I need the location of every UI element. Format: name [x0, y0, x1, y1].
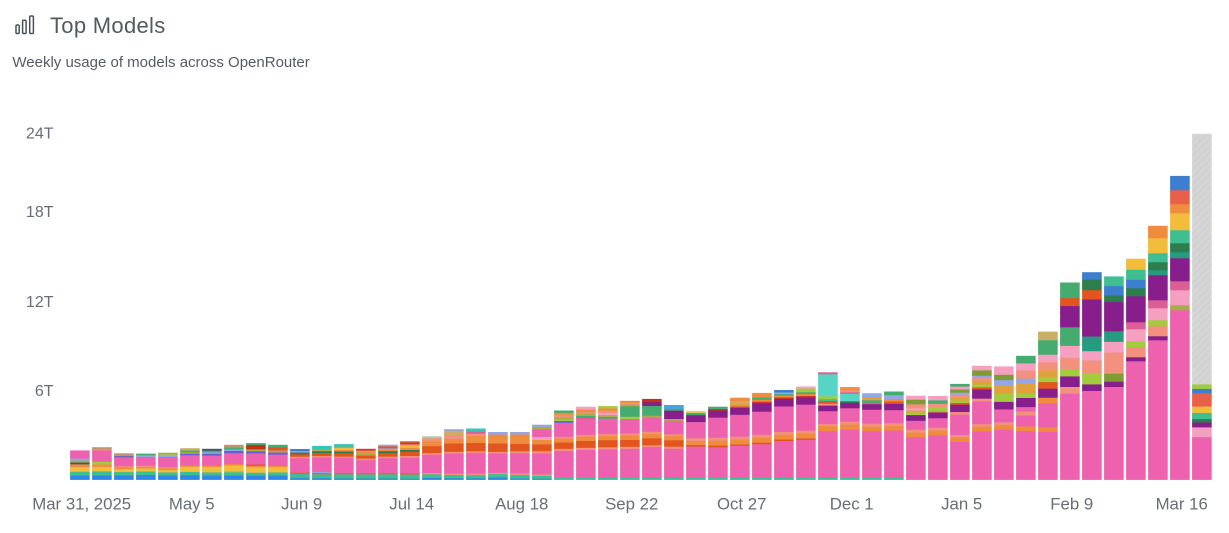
svg-text:Aug 18: Aug 18 [495, 494, 548, 513]
svg-text:Oct 27: Oct 27 [717, 494, 766, 513]
svg-text:Sep 22: Sep 22 [605, 494, 658, 513]
svg-text:Feb 9: Feb 9 [1050, 494, 1093, 513]
svg-text:18T: 18T [26, 204, 54, 221]
svg-text:12T: 12T [26, 294, 54, 311]
svg-text:Dec 1: Dec 1 [830, 494, 874, 513]
svg-text:Jan 5: Jan 5 [941, 494, 982, 513]
svg-text:Jul 14: Jul 14 [389, 494, 434, 513]
svg-text:Top Models: Top Models [50, 13, 166, 38]
svg-text:Jun 9: Jun 9 [281, 494, 322, 513]
svg-text:24T: 24T [26, 126, 54, 143]
svg-text:Weekly usage of models across: Weekly usage of models across OpenRouter [12, 54, 309, 71]
svg-text:May 5: May 5 [169, 494, 215, 513]
svg-text:6T: 6T [35, 383, 54, 400]
svg-text:Mar 31, 2025: Mar 31, 2025 [32, 494, 131, 513]
svg-text:Mar 16: Mar 16 [1156, 494, 1208, 513]
